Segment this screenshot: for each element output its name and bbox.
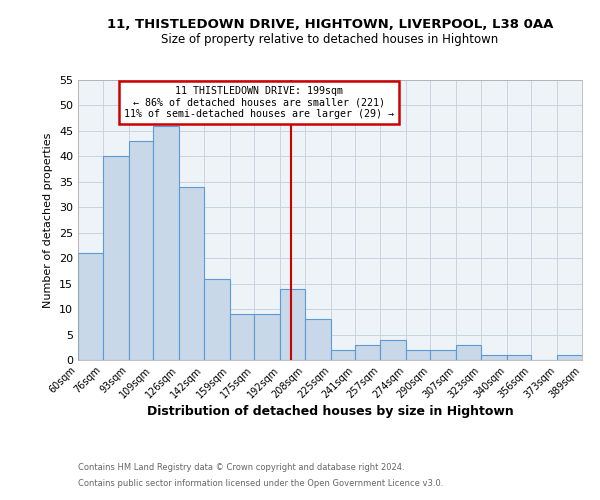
Bar bbox=[203, 278, 230, 360]
Bar bbox=[103, 156, 128, 360]
Bar bbox=[430, 350, 457, 360]
Bar bbox=[128, 141, 153, 360]
Bar bbox=[153, 126, 179, 360]
Bar bbox=[230, 314, 254, 360]
Bar bbox=[78, 253, 103, 360]
Text: Contains HM Land Registry data © Crown copyright and database right 2024.: Contains HM Land Registry data © Crown c… bbox=[78, 464, 404, 472]
X-axis label: Distribution of detached houses by size in Hightown: Distribution of detached houses by size … bbox=[146, 406, 514, 418]
Bar bbox=[280, 288, 305, 360]
Bar bbox=[457, 344, 481, 360]
Bar bbox=[380, 340, 406, 360]
Bar bbox=[179, 187, 203, 360]
Text: 11 THISTLEDOWN DRIVE: 199sqm
← 86% of detached houses are smaller (221)
11% of s: 11 THISTLEDOWN DRIVE: 199sqm ← 86% of de… bbox=[124, 86, 394, 119]
Bar bbox=[507, 355, 532, 360]
Text: 11, THISTLEDOWN DRIVE, HIGHTOWN, LIVERPOOL, L38 0AA: 11, THISTLEDOWN DRIVE, HIGHTOWN, LIVERPO… bbox=[107, 18, 553, 30]
Bar bbox=[557, 355, 582, 360]
Bar bbox=[481, 355, 507, 360]
Bar bbox=[331, 350, 355, 360]
Bar bbox=[406, 350, 430, 360]
Bar bbox=[254, 314, 280, 360]
Text: Contains public sector information licensed under the Open Government Licence v3: Contains public sector information licen… bbox=[78, 478, 443, 488]
Bar bbox=[305, 320, 331, 360]
Bar bbox=[355, 344, 380, 360]
Text: Size of property relative to detached houses in Hightown: Size of property relative to detached ho… bbox=[161, 32, 499, 46]
Y-axis label: Number of detached properties: Number of detached properties bbox=[43, 132, 53, 308]
